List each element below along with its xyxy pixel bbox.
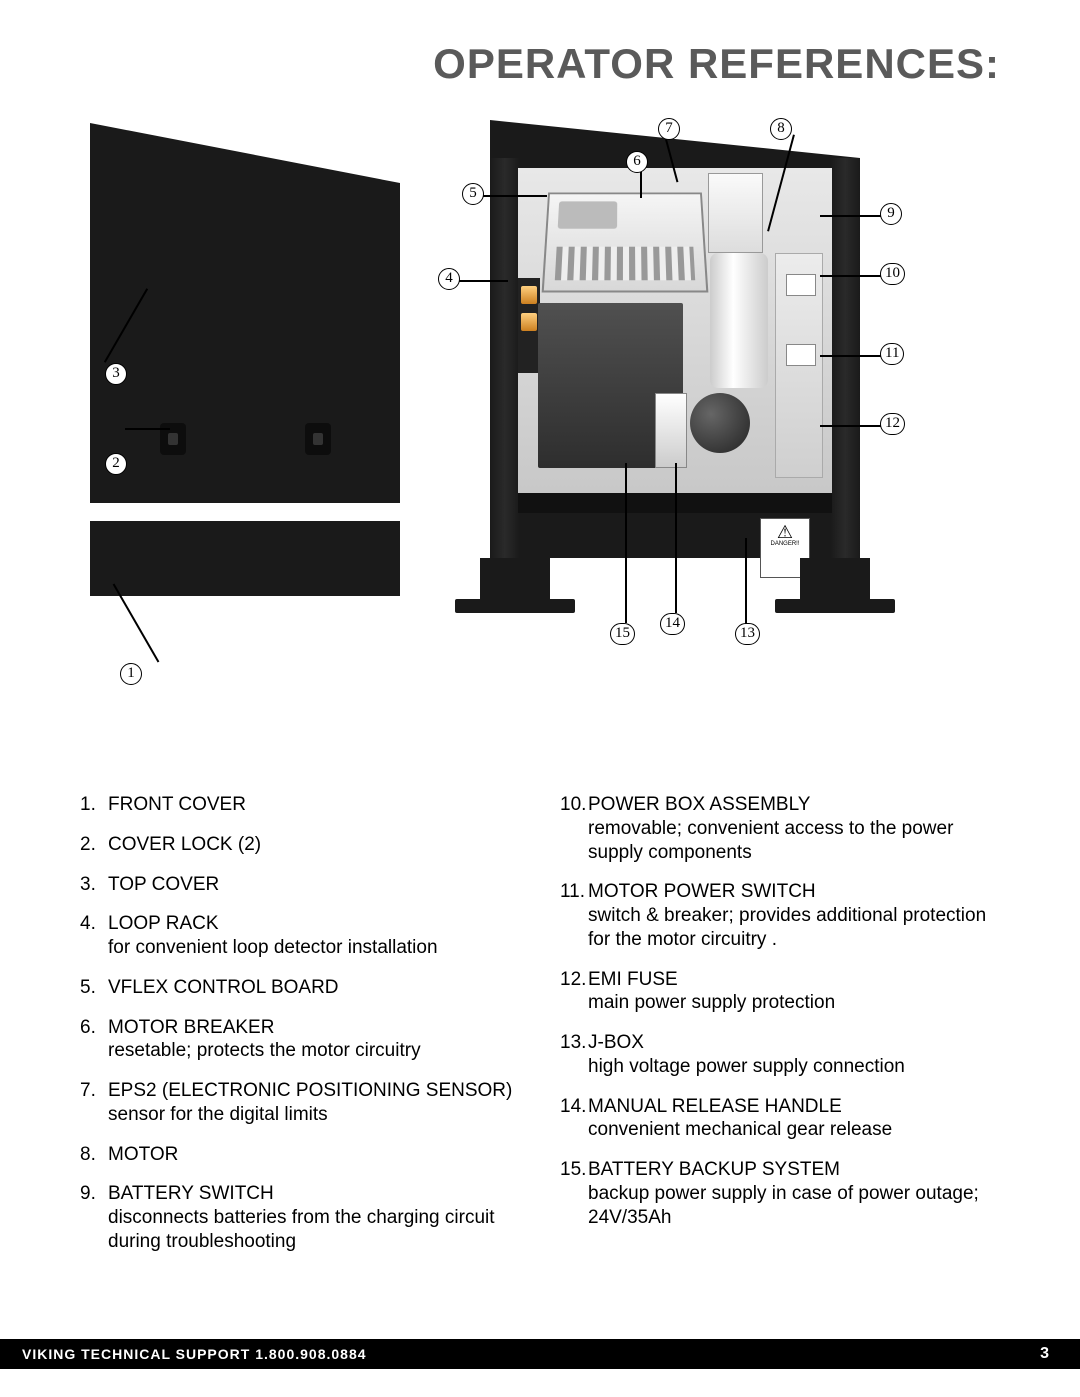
footer-page-number: 3	[1040, 1345, 1050, 1363]
reference-item: 15.BATTERY BACKUP SYSTEMbackup power sup…	[560, 1158, 1000, 1229]
callout-10: 10	[880, 263, 905, 285]
callout-1: 1	[120, 663, 142, 685]
reference-item: 4.LOOP RACKfor convenient loop detector …	[80, 912, 520, 960]
reference-item: 8.MOTOR	[80, 1143, 520, 1167]
reference-item: 3.TOP COVER	[80, 873, 520, 897]
reference-item: 10.POWER BOX ASSEMBLYremovable; convenie…	[560, 793, 1000, 864]
front-cover-shape	[90, 521, 400, 596]
reference-item: 9.BATTERY SWITCHdisconnects batteries fr…	[80, 1182, 520, 1253]
motor-cylinder-shape	[710, 253, 768, 388]
top-cover-shape	[90, 183, 400, 503]
callout-15: 15	[610, 623, 635, 645]
reference-item: 12.EMI FUSEmain power supply protection	[560, 968, 1000, 1016]
callout-12: 12	[880, 413, 905, 435]
release-handle-shape	[655, 393, 687, 468]
page-footer: VIKING TECHNICAL SUPPORT 1.800.908.0884 …	[0, 1339, 1080, 1369]
callout-2: 2	[105, 453, 127, 475]
motor-hub-shape	[690, 393, 750, 453]
cover-lock-shape	[305, 423, 331, 455]
reference-list: 1.FRONT COVER 2.COVER LOCK (2) 3.TOP COVER…	[80, 793, 1000, 1270]
callout-7: 7	[658, 118, 680, 140]
reference-item: 7.EPS2 (ELECTRONIC POSITIONING SENSOR)se…	[80, 1079, 520, 1127]
callout-3: 3	[105, 363, 127, 385]
control-board-shape	[542, 193, 709, 293]
callout-4: 4	[438, 268, 460, 290]
callout-13: 13	[735, 623, 760, 645]
reference-item: 13.J-BOXhigh voltage power supply connec…	[560, 1031, 1000, 1079]
callout-14: 14	[660, 613, 685, 635]
loop-rack-shape	[518, 278, 540, 373]
reference-item: 14.MANUAL RELEASE HANDLEconvenient mecha…	[560, 1095, 1000, 1143]
callout-5: 5	[462, 183, 484, 205]
page-title: OPERATOR REFERENCES:	[80, 40, 1000, 88]
reference-item: 5.VFLEX CONTROL BOARD	[80, 976, 520, 1000]
breaker-box-shape	[708, 173, 763, 253]
reference-item: 2.COVER LOCK (2)	[80, 833, 520, 857]
callout-6: 6	[626, 151, 648, 173]
callout-11: 11	[880, 343, 904, 365]
power-box-shape	[775, 253, 823, 478]
reference-item: 6.MOTOR BREAKERresetable; protects the m…	[80, 1016, 520, 1064]
diagram: DANGER!! 1 2 3 4 5 6 7 8 9 10 11 12	[80, 123, 1000, 683]
callout-9: 9	[880, 203, 902, 225]
callout-8: 8	[770, 118, 792, 140]
footer-support: VIKING TECHNICAL SUPPORT 1.800.908.0884	[22, 1346, 367, 1362]
reference-item: 1.FRONT COVER	[80, 793, 520, 817]
reference-item: 11.MOTOR POWER SWITCHswitch & breaker; p…	[560, 880, 1000, 951]
